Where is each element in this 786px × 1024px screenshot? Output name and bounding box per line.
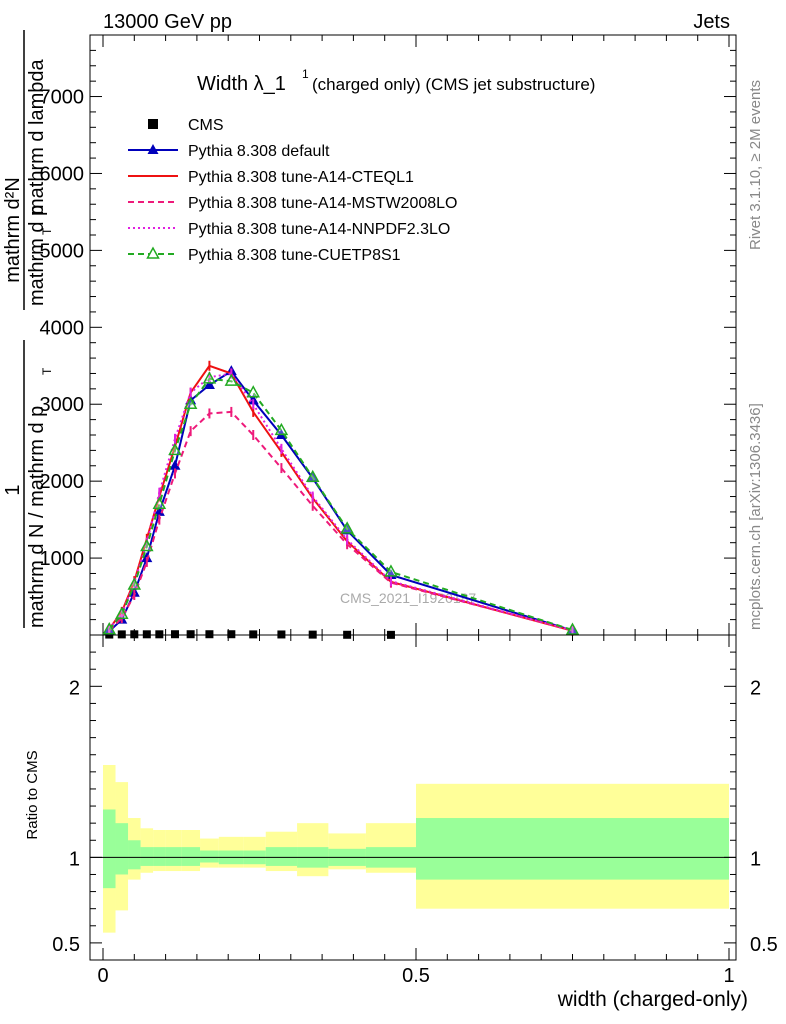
series-5-point xyxy=(224,373,239,386)
analysis-watermark: CMS_2021_I1920187 xyxy=(340,590,476,606)
inner-band-segment xyxy=(200,850,219,863)
y-tick-label: 3000 xyxy=(40,394,85,416)
y-label-right-sub: T xyxy=(40,227,54,235)
ratio-y-tick-label: 0.5 xyxy=(52,934,80,956)
energy-label: 13000 GeV pp xyxy=(103,11,232,33)
series-5-point xyxy=(152,496,167,509)
inner-band-segment xyxy=(140,847,154,866)
ratio-panel: 0.5 0.5 1 1 2 2 0 0.5 1 xyxy=(52,634,778,987)
ratio-y-tick-label-right: 2 xyxy=(750,677,761,699)
inner-band-segment xyxy=(181,847,201,866)
inner-band-segment xyxy=(115,823,129,875)
main-axis-ticks: 1000 2000 3000 4000 5000 6000 7000 xyxy=(40,34,736,635)
legend-marker xyxy=(148,119,158,129)
y-tick-label: 7000 xyxy=(40,87,85,109)
series-5-point xyxy=(127,577,142,590)
legend: CMS Pythia 8.308 default Pythia 8.308 tune… xyxy=(128,117,457,264)
series-0-point xyxy=(186,630,195,639)
rivet-version-label: Rivet 3.1.10, ≥ 2M events xyxy=(747,80,764,250)
chart-title-suffix: (charged only) (CMS jet substructure) xyxy=(312,75,595,94)
ratio-panel-frame xyxy=(89,634,737,961)
legend-label: CMS xyxy=(188,117,224,134)
inner-band-segment xyxy=(416,818,729,880)
series-5-point xyxy=(246,385,261,398)
y-tick-label: 2000 xyxy=(40,471,85,493)
ratio-axis-ticks: 0.5 0.5 1 1 2 2 0 0.5 1 xyxy=(52,635,778,987)
ratio-bands xyxy=(90,765,736,933)
y-label-left-denominator: mathrm d N / mathrm d p xyxy=(26,406,48,628)
ratio-y-tick-label: 2 xyxy=(69,677,80,699)
series-5-point xyxy=(340,521,354,534)
series-5-point xyxy=(183,396,198,409)
series-0-point xyxy=(142,630,151,639)
ratio-y-tick-label: 1 xyxy=(69,848,80,870)
legend-label: Pythia 8.308 tune-A14-CTEQL1 xyxy=(188,169,414,186)
series-1-point xyxy=(203,379,215,389)
inner-band-segment xyxy=(153,847,166,866)
y-label-one: 1 xyxy=(2,484,24,495)
series-5-point xyxy=(202,371,217,384)
series-0-point xyxy=(117,630,126,639)
series-0-point xyxy=(170,630,179,639)
y-label-right-tail: mathrm d lambda xyxy=(26,59,48,215)
legend-label: Pythia 8.308 tune-A14-NNPDF2.3LO xyxy=(188,221,450,238)
y-tick-label: 1000 xyxy=(40,548,85,570)
inner-band-segment xyxy=(103,809,116,889)
y-tick-label: 6000 xyxy=(40,163,85,185)
legend-marker xyxy=(146,246,160,259)
series-5-point xyxy=(305,469,320,483)
series-5-point xyxy=(140,538,154,552)
main-series-group xyxy=(102,360,580,639)
series-5-point xyxy=(115,606,129,619)
y-tick-label: 5000 xyxy=(40,240,85,262)
x-tick-label: 0.5 xyxy=(402,965,430,987)
series-0-point xyxy=(205,630,214,639)
series-5-point xyxy=(274,422,289,436)
chart-title: Width λ_1 1 (charged only) (CMS jet subs… xyxy=(197,67,595,95)
y-label-right-denominator: mathrm d p xyxy=(26,205,48,306)
y-label-left-sub: T xyxy=(40,367,54,375)
series-0-point xyxy=(227,630,236,639)
series-5-line xyxy=(108,377,573,631)
main-panel: 1000 2000 3000 4000 5000 6000 7000 CMS Pythia 8… xyxy=(40,34,737,639)
legend-marker xyxy=(147,144,159,154)
chart-title-sup: 1 xyxy=(302,67,309,81)
x-tick-label: 0 xyxy=(97,965,108,987)
main-y-axis-label: 1 mathrm d N / mathrm d p T mathrm d²N m… xyxy=(2,30,54,628)
inner-band-segment xyxy=(128,840,141,870)
series-5-point xyxy=(168,442,182,456)
inner-band-segment xyxy=(265,847,298,866)
chart-title-main: Width λ_1 xyxy=(197,73,286,95)
x-axis-label: width (charged-only) xyxy=(557,988,748,1011)
series-1-point xyxy=(169,459,181,470)
series-0-point xyxy=(249,630,258,639)
process-label: Jets xyxy=(693,11,730,33)
legend-label: Pythia 8.308 tune-A14-MSTW2008LO xyxy=(188,195,457,212)
legend-label: Pythia 8.308 tune-CUETP8S1 xyxy=(188,247,401,264)
legend-label: Pythia 8.308 default xyxy=(188,143,330,160)
series-5-point xyxy=(565,622,580,635)
x-tick-label: 1 xyxy=(723,965,734,987)
series-0-point xyxy=(155,630,164,639)
y-label-right-numerator: mathrm d²N xyxy=(2,177,24,283)
series-5-point xyxy=(102,622,117,635)
series-0-point xyxy=(130,630,139,639)
mcplots-label: mcplots.cern.ch [arXiv:1306.3436] xyxy=(747,403,764,630)
ratio-y-axis-label: Ratio to CMS xyxy=(24,750,41,839)
y-tick-label: 4000 xyxy=(40,317,85,339)
series-5-point xyxy=(384,564,398,577)
inner-band-segment xyxy=(165,847,182,866)
ratio-y-tick-label-right: 1 xyxy=(750,848,761,870)
series-0-point xyxy=(277,630,286,639)
main-panel-frame xyxy=(89,34,737,636)
ratio-y-tick-label-right: 0.5 xyxy=(750,934,778,956)
